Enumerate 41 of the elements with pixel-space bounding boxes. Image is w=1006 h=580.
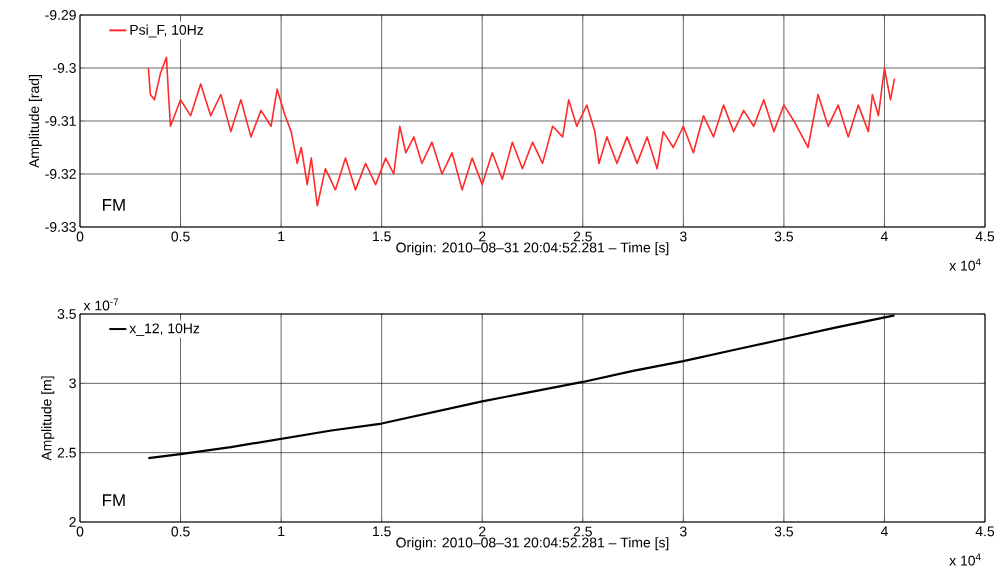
text: x 10$^{-7}$ bbox=[83, 298, 119, 311]
x-tick-label: 1 bbox=[278, 231, 285, 242]
x-axis-title: Origin: 2010–08–31 20:04:52.281 – Time [s] bbox=[396, 537, 669, 551]
x-tick-label: 2 bbox=[479, 526, 486, 537]
x-tick-label: 1 bbox=[278, 526, 285, 537]
x-tick-label: 0.5 bbox=[171, 231, 190, 242]
y-tick-label: 2.5 bbox=[57, 447, 76, 458]
text: x 10$^{4}$ bbox=[949, 258, 981, 271]
x-tick-label: 1.5 bbox=[373, 231, 391, 242]
y-tick-label: -9.29 bbox=[45, 10, 76, 20]
x-tick-label: 3 bbox=[679, 526, 687, 537]
x-tick-label: 2.5 bbox=[573, 526, 592, 537]
x-tick-label: 0.5 bbox=[171, 526, 190, 537]
y-tick-label: -9.3 bbox=[53, 63, 76, 73]
line-series bbox=[147, 56, 896, 207]
y-tick-label: 2 bbox=[69, 517, 76, 527]
legend-label: x_12, 10Hz bbox=[129, 323, 200, 336]
x-axis-title: Origin: 2010–08–31 20:04:52.281 – Time [s] bbox=[396, 242, 669, 256]
x-tick-label: 4 bbox=[880, 526, 888, 537]
x-tick-label: 3.5 bbox=[774, 231, 794, 242]
x-tick-label: 2.5 bbox=[573, 231, 592, 242]
y-tick-label: -9.31 bbox=[45, 116, 76, 126]
y-tick-label: 3.5 bbox=[57, 309, 76, 319]
y-axis-title: Amplitude [rad] bbox=[28, 75, 42, 168]
legend-label: Psi_F, 10Hz bbox=[130, 24, 204, 38]
y-tick-label: 3 bbox=[69, 378, 76, 389]
x-tick-label: 4.5 bbox=[975, 526, 995, 537]
y-axis-title: Amplitude [m] bbox=[41, 376, 55, 461]
y-tick-label: -9.33 bbox=[45, 222, 76, 232]
x-tick-label: 0 bbox=[76, 526, 84, 537]
text: x 10$^{4}$ bbox=[949, 553, 981, 566]
x-tick-label: 3 bbox=[679, 231, 687, 242]
annotation: FM bbox=[103, 199, 125, 211]
x-tick-label: 4.5 bbox=[975, 231, 995, 242]
x-tick-label: 0 bbox=[76, 231, 84, 242]
x-tick-label: 2 bbox=[479, 231, 486, 242]
x-tick-label: 4 bbox=[880, 231, 888, 242]
x-tick-label: 1.5 bbox=[373, 526, 391, 537]
x-tick-label: 3.5 bbox=[774, 526, 794, 537]
annotation: FM bbox=[103, 494, 125, 506]
y-tick-label: -9.32 bbox=[45, 169, 76, 179]
